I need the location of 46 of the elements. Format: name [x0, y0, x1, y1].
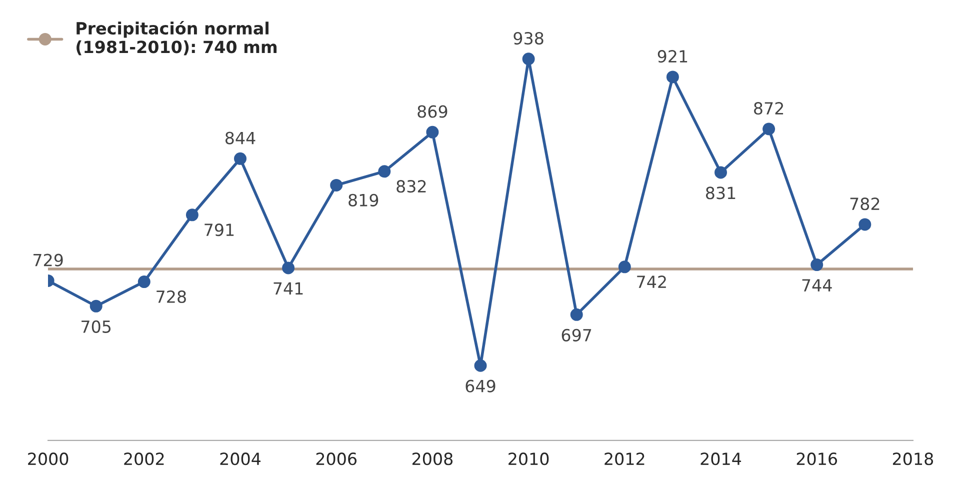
x-tick-label: 2014: [700, 452, 742, 466]
data-label: 741: [274, 282, 303, 295]
data-label: 831: [706, 186, 736, 200]
data-label: 742: [637, 276, 666, 288]
data-label: 744: [802, 279, 832, 292]
data-label: 782: [850, 198, 880, 210]
x-tick-label: 2008: [412, 452, 453, 466]
point: [570, 308, 583, 321]
data-label: 921: [658, 50, 688, 63]
data-label: 819: [348, 194, 378, 206]
x-tick-label: 2012: [604, 452, 644, 466]
point: [522, 52, 535, 66]
point: [666, 70, 679, 84]
data-label: 729: [34, 254, 63, 266]
point: [378, 165, 391, 178]
x-tick-label: 2002: [124, 452, 164, 466]
x-tick-label: 2016: [796, 452, 838, 466]
data-label: 938: [514, 32, 544, 45]
point: [330, 178, 343, 192]
x-tick-label: 2010: [508, 452, 549, 466]
point: [138, 276, 150, 288]
data-label: 869: [418, 105, 448, 118]
point: [858, 218, 872, 231]
point: [714, 166, 727, 179]
data-label: 705: [82, 320, 111, 333]
point: [426, 126, 439, 138]
point: [474, 359, 487, 372]
point: [234, 152, 246, 165]
data-label: 649: [466, 380, 496, 392]
point: [618, 260, 631, 274]
data-label: 872: [754, 102, 784, 115]
legend-label: Precipitación normal (1981-2010): 740 mm: [76, 21, 277, 56]
data-label: 697: [562, 328, 592, 342]
point: [90, 300, 102, 312]
point: [282, 262, 295, 274]
x-tick-label: 2000: [28, 452, 68, 466]
point: [762, 122, 776, 136]
data-label: 791: [204, 224, 234, 236]
data-label: 832: [396, 180, 426, 193]
x-tick-label: 2006: [316, 452, 357, 466]
x-tick-label: 2004: [220, 452, 261, 466]
x-tick-label: 2018: [892, 452, 934, 466]
point: [810, 258, 824, 272]
point: [186, 208, 198, 222]
data-label: 844: [225, 132, 256, 144]
data-label: 728: [156, 290, 186, 304]
